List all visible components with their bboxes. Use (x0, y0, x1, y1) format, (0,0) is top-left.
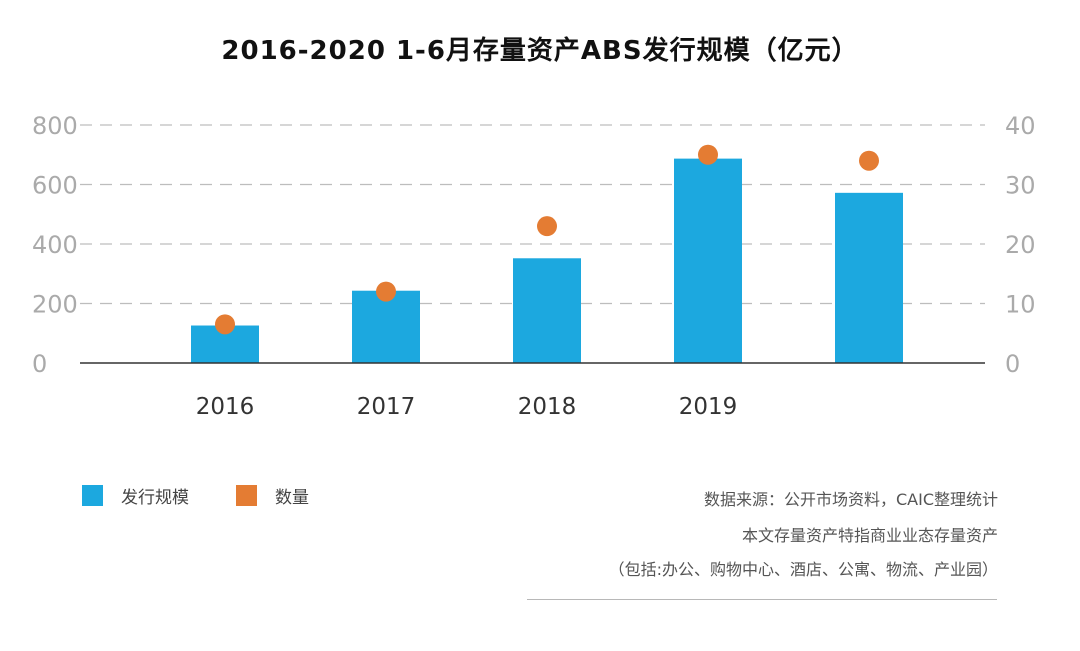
data-point (537, 216, 557, 237)
definition-note: 本文存量资产特指商业业态存量资产 (741, 526, 998, 545)
y-right-tick-label: 40 (1005, 112, 1036, 140)
bar (674, 158, 742, 363)
legend-item-dot: 数量 (236, 483, 309, 508)
y-left-tick-label: 200 (32, 291, 78, 319)
y-left-tick-label: 800 (32, 112, 78, 140)
y-left-tick-label: 0 (32, 350, 47, 378)
scope-note: （包括:办公、购物中心、酒店、公寓、物流、产业园） (608, 560, 998, 579)
data-point (376, 281, 396, 302)
divider (527, 599, 997, 600)
legend-label-bar: 发行规模 (121, 488, 189, 508)
data-point (215, 314, 235, 335)
x-tick-label: 2016 (196, 394, 255, 420)
data-point (859, 150, 879, 171)
chart-title: 2016-2020 1-6月存量资产ABS发行规模（亿元） (221, 36, 859, 66)
x-tick-label: 2019 (679, 394, 738, 420)
data-point (698, 144, 718, 165)
legend-swatch-dot (236, 485, 257, 506)
y-left-tick-label: 600 (32, 172, 78, 200)
legend-swatch-bar (82, 485, 103, 506)
source-note: 数据来源：公开市场资料，CAIC整理统计 (703, 490, 998, 509)
y-left-tick-label: 400 (32, 231, 78, 259)
x-tick-label: 2017 (357, 394, 416, 420)
x-tick-label: 2018 (518, 394, 577, 420)
y-right-tick-label: 10 (1005, 291, 1036, 319)
y-right-tick-label: 20 (1005, 231, 1036, 259)
legend-label-dot: 数量 (275, 488, 309, 508)
legend-item-bar: 发行规模 (82, 483, 189, 508)
bar (513, 258, 581, 363)
chart-area: 0 200 400 600 800 0 10 20 30 40 2016 2017 2018 2019 (32, 112, 1036, 420)
y-right-tick-label: 30 (1005, 172, 1036, 200)
bar (352, 290, 420, 363)
y-right-tick-label: 0 (1005, 350, 1020, 378)
bar (835, 192, 903, 363)
